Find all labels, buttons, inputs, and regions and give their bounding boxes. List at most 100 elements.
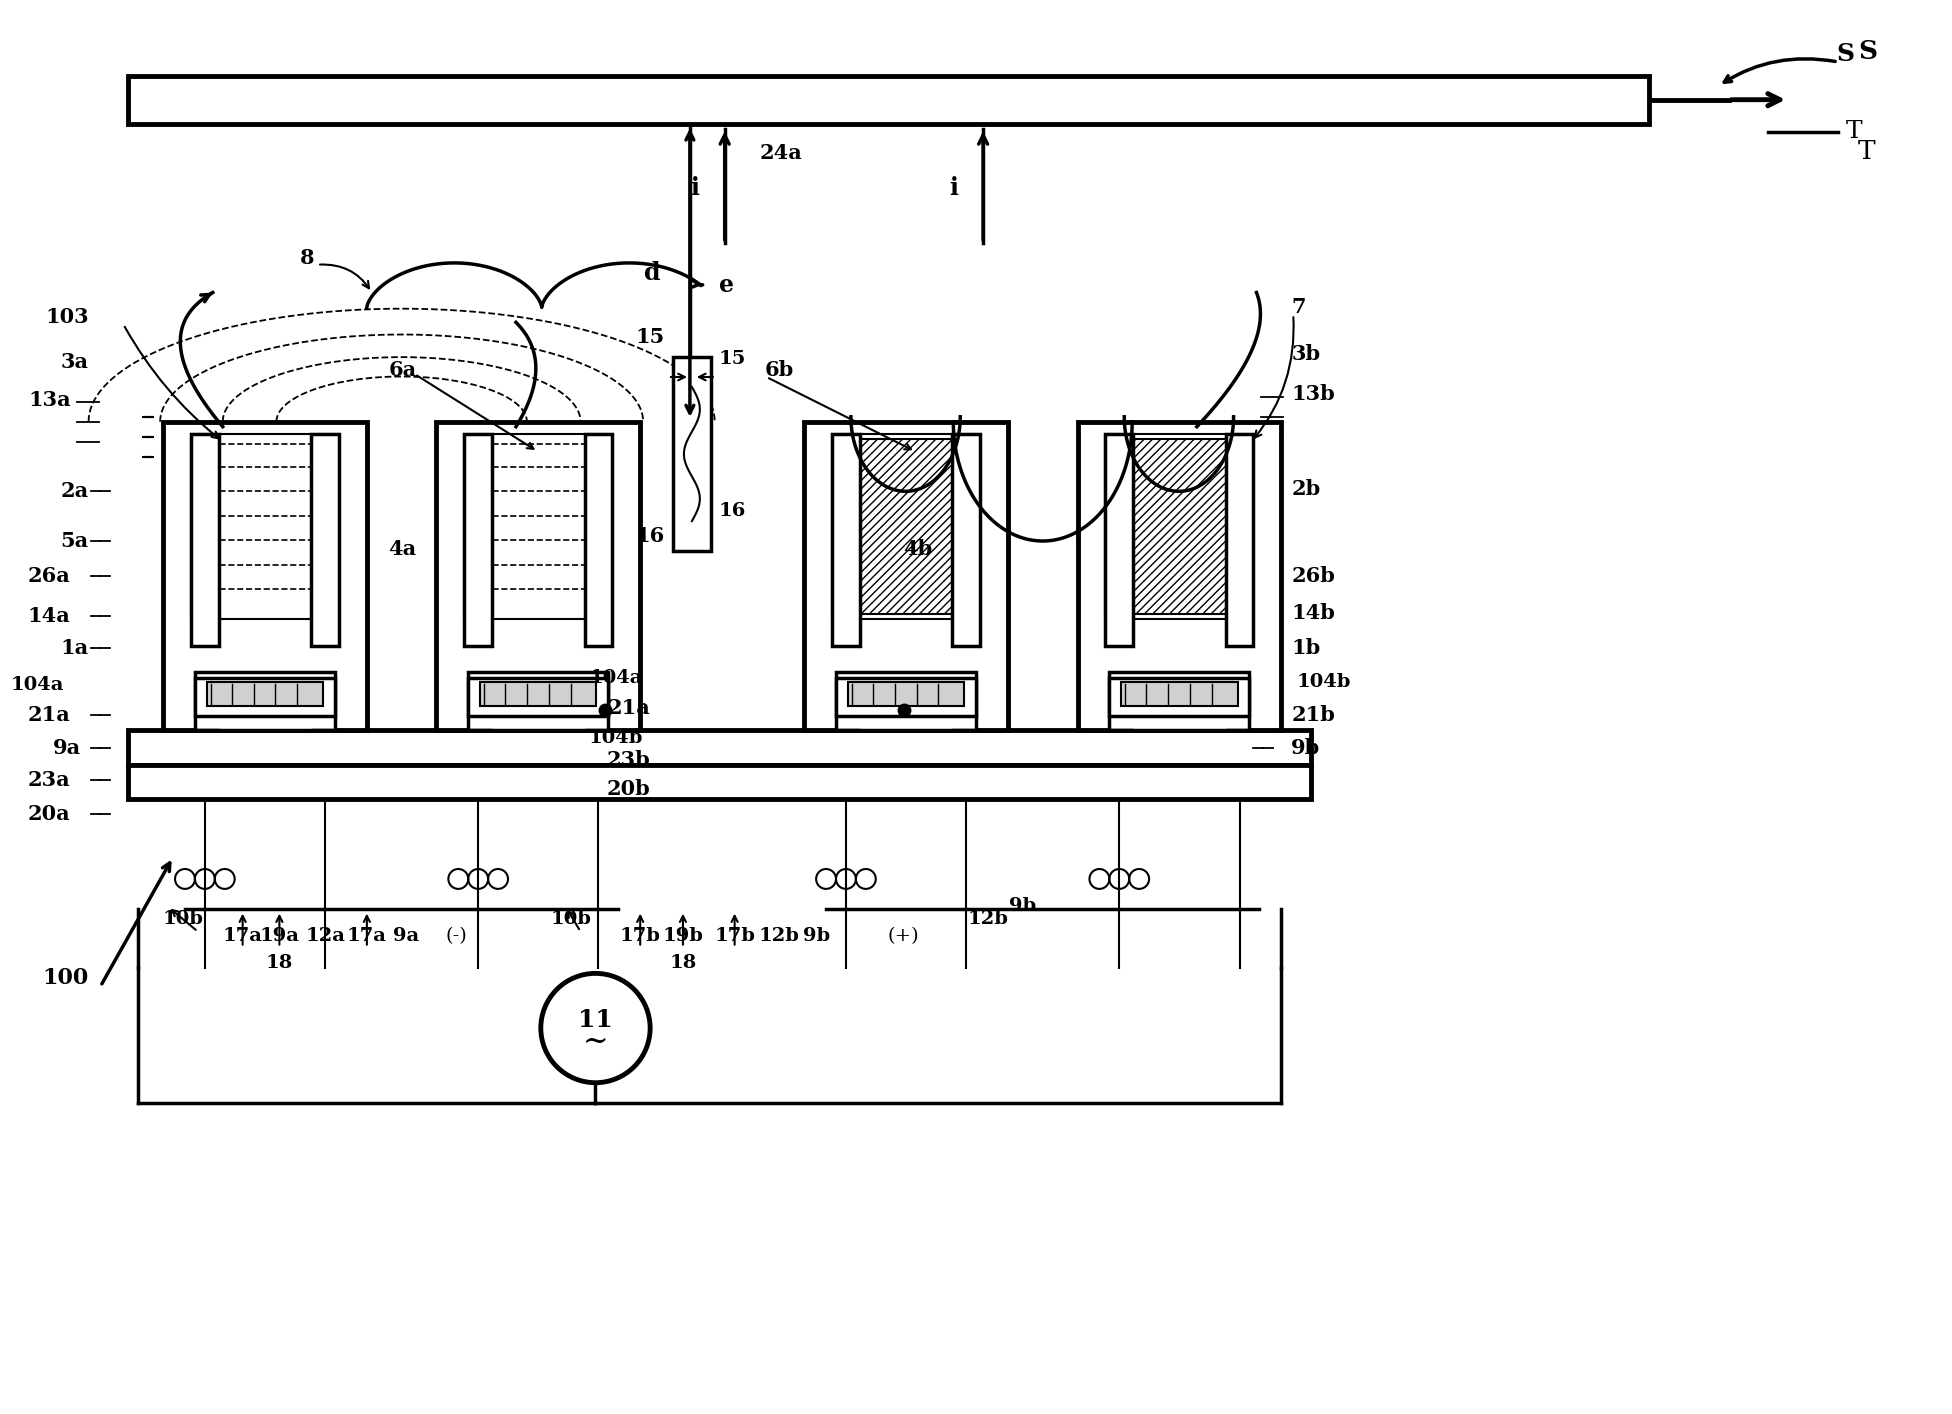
Bar (191, 434, 219, 646)
Bar (465, 434, 613, 618)
Text: 18: 18 (670, 954, 697, 973)
Bar (1105, 434, 1134, 646)
Text: 1b: 1b (1290, 638, 1320, 659)
Bar (835, 679, 976, 715)
Text: 4b: 4b (904, 539, 933, 559)
Text: 13b: 13b (1290, 385, 1335, 404)
Text: 14b: 14b (1290, 602, 1335, 622)
Bar (1111, 438, 1249, 614)
Text: 23b: 23b (607, 749, 650, 769)
Text: 19a: 19a (260, 926, 299, 945)
Bar (832, 434, 980, 618)
Text: i: i (691, 177, 699, 201)
Text: 21a: 21a (607, 699, 650, 718)
Text: 6a: 6a (388, 361, 416, 380)
Text: 17a: 17a (223, 926, 264, 945)
Text: 6b: 6b (765, 361, 794, 380)
Text: 16: 16 (718, 502, 746, 520)
Text: (+): (+) (888, 926, 919, 945)
Text: 12b: 12b (968, 909, 1009, 928)
Bar (835, 672, 976, 730)
Bar (465, 434, 492, 646)
Bar (1120, 682, 1238, 706)
Bar (847, 682, 964, 706)
Text: 19b: 19b (662, 926, 703, 945)
Bar (953, 434, 980, 646)
Text: e: e (718, 273, 734, 297)
Text: 26b: 26b (1290, 566, 1335, 585)
Text: 104b: 104b (1296, 673, 1351, 691)
Text: 12a: 12a (305, 926, 346, 945)
Bar (191, 434, 340, 618)
Bar (673, 358, 711, 551)
Text: 104b: 104b (590, 728, 642, 747)
Text: 12b: 12b (759, 926, 800, 945)
Text: S: S (1837, 42, 1854, 66)
Text: ~: ~ (584, 1027, 609, 1058)
Text: 21b: 21b (1290, 706, 1335, 725)
Text: 100: 100 (43, 967, 88, 990)
Bar (480, 682, 597, 706)
Text: 11: 11 (578, 1008, 613, 1032)
Bar (804, 421, 1007, 730)
Bar (164, 421, 367, 730)
Bar (1109, 679, 1249, 715)
Text: 10b: 10b (550, 909, 591, 928)
Text: 9b: 9b (1009, 896, 1037, 915)
Text: 17a: 17a (347, 926, 386, 945)
Text: 17b: 17b (621, 926, 660, 945)
Text: 4a: 4a (388, 539, 416, 559)
Text: 10b: 10b (162, 909, 203, 928)
Bar (437, 421, 640, 730)
Bar (129, 765, 1312, 799)
Text: 26a: 26a (27, 566, 70, 585)
Text: 2a: 2a (61, 481, 88, 502)
Bar (195, 672, 336, 730)
Text: (-): (-) (445, 926, 467, 945)
Text: 104a: 104a (590, 669, 642, 687)
Bar (1105, 434, 1253, 618)
Bar (584, 434, 613, 646)
Bar (195, 679, 336, 715)
Text: 18: 18 (265, 954, 293, 973)
Text: 15: 15 (718, 351, 746, 368)
Bar (1109, 672, 1249, 730)
Text: T: T (1858, 139, 1876, 164)
Bar (837, 438, 976, 614)
Bar (207, 682, 324, 706)
Text: 9b: 9b (802, 926, 830, 945)
Text: 23a: 23a (27, 769, 70, 789)
Text: 9a: 9a (53, 738, 80, 758)
Text: 16: 16 (636, 526, 666, 546)
Text: 103: 103 (45, 307, 88, 328)
Bar (832, 434, 861, 646)
Text: 104a: 104a (10, 676, 64, 694)
Text: 9b: 9b (1290, 738, 1320, 758)
Text: 8: 8 (301, 247, 314, 267)
Text: 15: 15 (636, 327, 666, 348)
Bar (129, 730, 1312, 765)
Text: 20a: 20a (27, 805, 70, 824)
Text: i: i (949, 177, 958, 201)
Text: 3a: 3a (61, 352, 88, 372)
Text: 3b: 3b (1290, 344, 1320, 365)
Bar (1078, 421, 1281, 730)
Bar (468, 679, 609, 715)
Text: S: S (1858, 40, 1878, 65)
Text: T: T (1847, 120, 1862, 143)
Text: 21a: 21a (27, 706, 70, 725)
Bar (310, 434, 340, 646)
Text: 9a: 9a (394, 926, 420, 945)
Bar (1226, 434, 1253, 646)
Text: 14a: 14a (27, 605, 70, 625)
Text: 20b: 20b (607, 779, 650, 799)
Bar (468, 672, 609, 730)
Text: 17b: 17b (714, 926, 755, 945)
Text: 7: 7 (1290, 297, 1306, 317)
Text: 1a: 1a (61, 638, 88, 659)
Text: d: d (644, 260, 660, 284)
Text: 5a: 5a (61, 532, 88, 551)
Text: 24a: 24a (759, 143, 802, 164)
Text: 13a: 13a (27, 390, 70, 410)
Text: 2b: 2b (1290, 479, 1320, 499)
